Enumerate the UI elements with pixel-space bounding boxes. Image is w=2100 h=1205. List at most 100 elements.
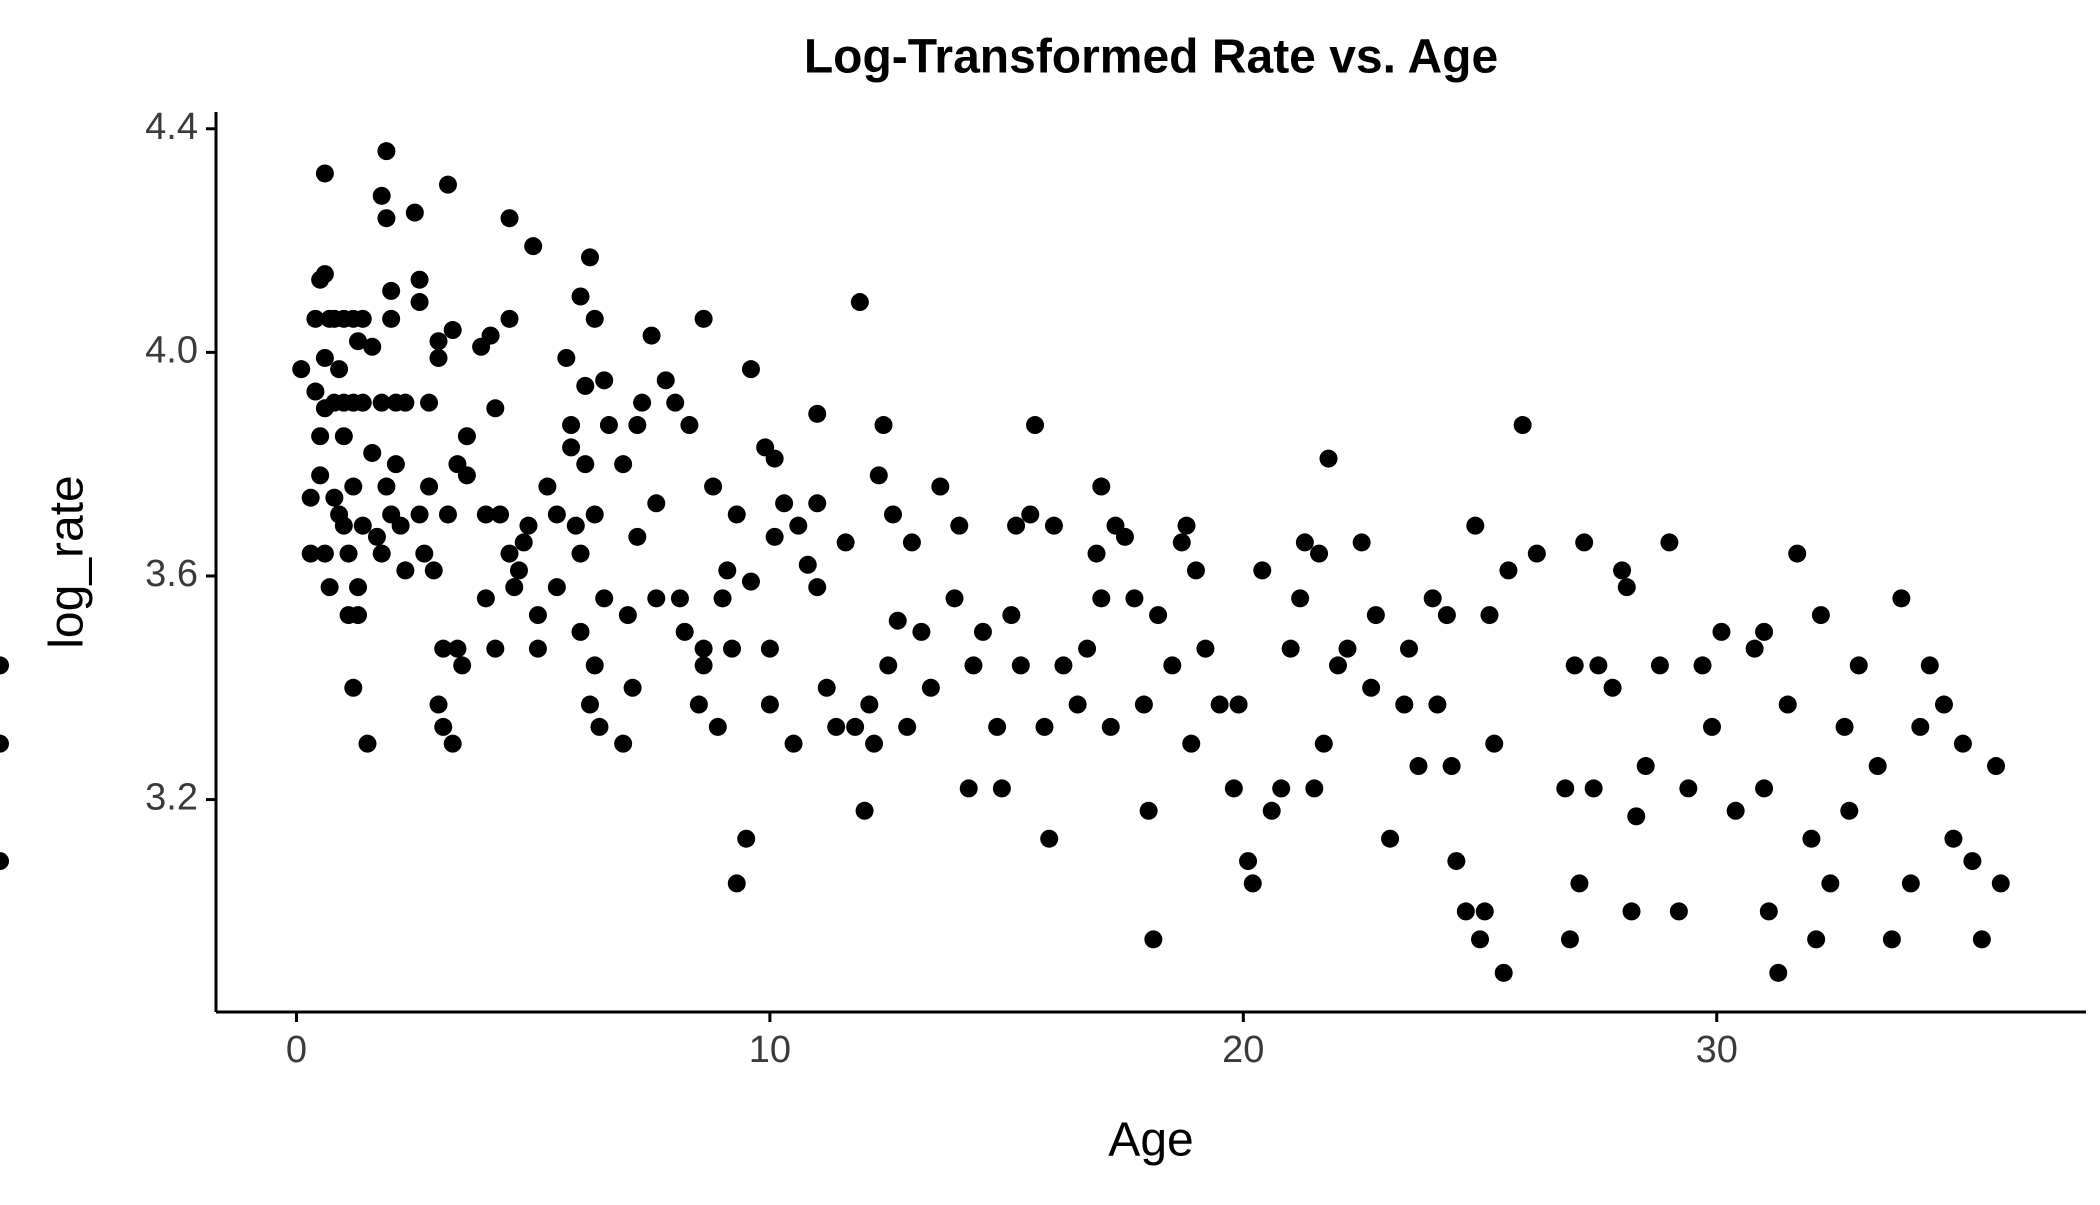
point (1584, 779, 1603, 798)
point (1944, 829, 1963, 848)
point (694, 309, 713, 328)
point (448, 639, 467, 658)
point (1603, 678, 1622, 697)
point (1172, 533, 1191, 552)
point (1513, 416, 1532, 435)
point (1494, 963, 1513, 982)
point (1002, 606, 1021, 625)
point (1310, 544, 1329, 563)
point (363, 443, 382, 462)
point (623, 678, 642, 697)
point (1115, 527, 1134, 546)
point (585, 505, 604, 524)
point (1044, 516, 1063, 535)
point (547, 578, 566, 597)
point (694, 639, 713, 658)
point (1471, 930, 1490, 949)
point (363, 337, 382, 356)
point (1092, 589, 1111, 608)
point (334, 516, 353, 535)
point (670, 589, 689, 608)
point (718, 561, 737, 580)
point (775, 494, 794, 513)
point (1149, 606, 1168, 625)
point (306, 309, 325, 328)
point (836, 533, 855, 552)
point (888, 611, 907, 630)
point (420, 477, 439, 496)
point (1243, 874, 1262, 893)
point (481, 326, 500, 345)
point (1835, 717, 1854, 736)
point (491, 505, 510, 524)
point (642, 326, 661, 345)
point (292, 360, 311, 379)
point (1613, 561, 1632, 580)
point (973, 622, 992, 641)
point (1040, 829, 1059, 848)
point (377, 209, 396, 228)
point (1617, 578, 1636, 597)
point (353, 393, 372, 412)
point (1669, 902, 1688, 921)
point (1054, 656, 1073, 675)
point (741, 572, 760, 591)
point (1437, 606, 1456, 625)
point (628, 416, 647, 435)
point (647, 494, 666, 513)
point (1627, 807, 1646, 826)
point (1991, 874, 2010, 893)
y-tick-label: 3.2 (145, 777, 198, 819)
point (1920, 656, 1939, 675)
point (1291, 589, 1310, 608)
point (415, 544, 434, 563)
point (883, 505, 902, 524)
point (1953, 734, 1972, 753)
point (964, 656, 983, 675)
y-axis-title: log_rate (41, 475, 94, 648)
point (476, 505, 495, 524)
point (992, 779, 1011, 798)
point (1409, 757, 1428, 776)
point (675, 622, 694, 641)
point (1229, 695, 1248, 714)
point (912, 622, 931, 641)
point (349, 578, 368, 597)
point (382, 309, 401, 328)
point (576, 455, 595, 474)
point (765, 527, 784, 546)
point (1755, 622, 1774, 641)
point (850, 293, 869, 312)
point (694, 656, 713, 675)
point (1693, 656, 1712, 675)
point (865, 734, 884, 753)
point (708, 717, 727, 736)
point (457, 427, 476, 446)
point (576, 376, 595, 395)
y-tick-label: 4.0 (145, 329, 198, 371)
point (0, 656, 9, 675)
point (1442, 757, 1461, 776)
point (306, 382, 325, 401)
point (902, 533, 921, 552)
point (950, 516, 969, 535)
point (727, 505, 746, 524)
point (1560, 930, 1579, 949)
point (1868, 757, 1887, 776)
point (1021, 505, 1040, 524)
point (1821, 874, 1840, 893)
point (500, 544, 519, 563)
point (1163, 656, 1182, 675)
point (528, 639, 547, 658)
point (1840, 801, 1859, 820)
point (628, 527, 647, 546)
point (528, 606, 547, 625)
point (1636, 757, 1655, 776)
point (320, 578, 339, 597)
point (614, 455, 633, 474)
point (315, 164, 334, 183)
point (557, 348, 576, 367)
point (311, 466, 330, 485)
point (367, 527, 386, 546)
